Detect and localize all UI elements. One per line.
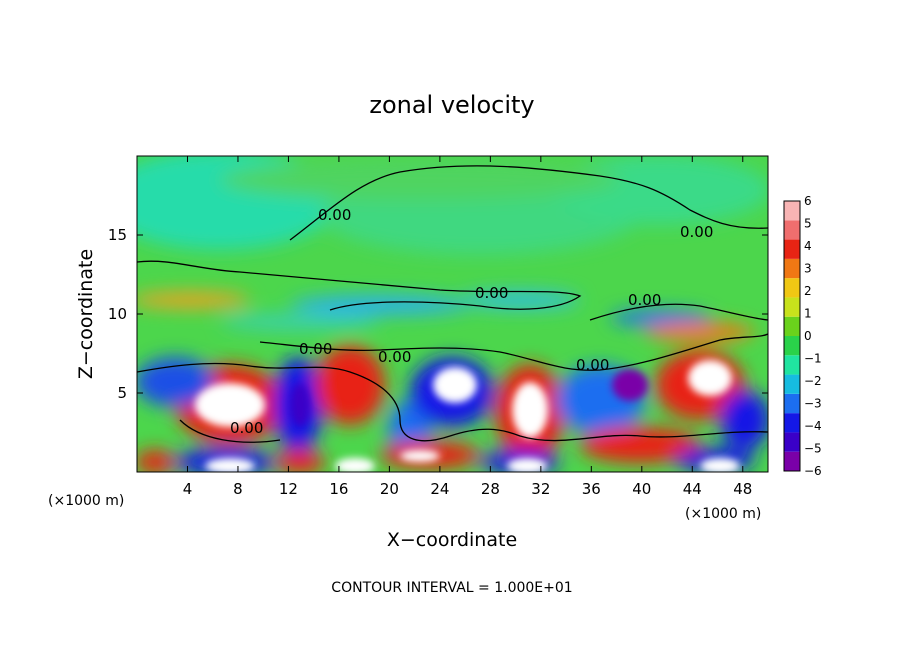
- x-tick-label: 12: [279, 480, 298, 498]
- x-tick-label: 4: [183, 480, 193, 498]
- colorbar-tick-label: −2: [804, 374, 822, 388]
- colorbar-swatch: [784, 297, 800, 317]
- colorbar-swatch: [784, 201, 800, 221]
- colorbar-tick-label: 5: [804, 217, 812, 231]
- colorbar-frame: [783, 200, 801, 472]
- colorbar-swatch: [784, 278, 800, 298]
- contour-label: 0.00: [628, 291, 661, 309]
- y-tick-label: 10: [108, 305, 127, 323]
- contour-label: 0.00: [299, 340, 332, 358]
- colorbar-swatch: [784, 413, 800, 433]
- velocity-field: [137, 156, 768, 472]
- colorbar-tick-label: 0: [804, 329, 812, 343]
- contour-label: 0.00: [230, 419, 263, 437]
- contour-label: 0.00: [576, 356, 609, 374]
- colorbar: 6 5 4 3 2 1 0 −1 −2 −3 −4 −5 −6: [783, 194, 822, 478]
- contour-label: 0.00: [475, 284, 508, 302]
- y-axis-ticks: 5 10 15: [108, 226, 768, 402]
- chart-title: zonal velocity: [369, 91, 534, 119]
- colorbar-tick-label: 2: [804, 284, 812, 298]
- colorbar-tick-label: 6: [804, 194, 812, 208]
- colorbar-tick-label: 4: [804, 239, 812, 253]
- colorbar-swatch: [784, 432, 800, 452]
- colorbar-tick-label: −4: [804, 419, 822, 433]
- colorbar-tick-label: 1: [804, 307, 812, 321]
- colorbar-tick-label: −5: [804, 442, 822, 456]
- contour-label: 0.00: [378, 348, 411, 366]
- contour-label: 0.00: [680, 223, 713, 241]
- contour-labels: 0.00 0.00 0.00 0.00 0.00 0.00 0.00 0.00: [230, 206, 713, 437]
- x-axis-label: X−coordinate: [387, 529, 517, 551]
- colorbar-tick-label: −3: [804, 397, 822, 411]
- y-tick-label: 5: [117, 384, 127, 402]
- colorbar-swatch: [784, 316, 800, 336]
- colorbar-tick-label: 3: [804, 262, 812, 276]
- colorbar-tick-label: −1: [804, 352, 822, 366]
- colorbar-swatch: [784, 355, 800, 375]
- y-tick-label: 15: [108, 226, 127, 244]
- colorbar-swatch: [784, 239, 800, 259]
- contour-lines: [137, 165, 768, 443]
- x-tick-label: 20: [380, 480, 399, 498]
- x-axis-unit-right: (×1000 m): [685, 506, 761, 522]
- x-tick-label: 40: [632, 480, 651, 498]
- x-tick-label: 48: [733, 480, 752, 498]
- x-tick-label: 24: [430, 480, 449, 498]
- x-axis-ticks: 4 8 12 16 20 24 28 32 36 40 44 48: [183, 156, 752, 498]
- contour-interval-note: CONTOUR INTERVAL = 1.000E+01: [331, 580, 572, 596]
- x-tick-label: 8: [233, 480, 243, 498]
- x-tick-label: 44: [683, 480, 702, 498]
- x-tick-label: 36: [582, 480, 601, 498]
- x-tick-label: 32: [531, 480, 550, 498]
- x-tick-label: 28: [481, 480, 500, 498]
- saturated-cores: [195, 360, 740, 472]
- colorbar-swatch: [784, 374, 800, 394]
- plot-area: 0.00 0.00 0.00 0.00 0.00 0.00 0.00 0.00: [137, 156, 768, 472]
- colorbar-swatch: [784, 336, 800, 356]
- x-axis-unit-left: (×1000 m): [48, 493, 124, 509]
- colorbar-swatch: [784, 451, 800, 471]
- colorbar-swatch: [784, 258, 800, 279]
- colorbar-tick-label: −6: [804, 464, 822, 478]
- y-axis-label: Z−coordinate: [75, 249, 97, 379]
- colorbar-swatch: [784, 393, 800, 414]
- x-tick-label: 16: [329, 480, 348, 498]
- contour-label: 0.00: [318, 206, 351, 224]
- colorbar-swatch: [784, 220, 800, 240]
